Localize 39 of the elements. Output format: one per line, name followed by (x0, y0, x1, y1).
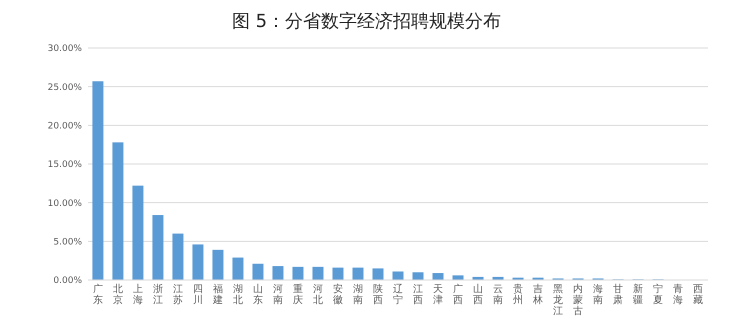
x-tick-label: 四川 (192, 284, 203, 306)
y-tick-label: 0.00% (53, 276, 82, 286)
x-tick-label: 广西 (453, 283, 464, 306)
x-tick-label: 江苏 (172, 283, 183, 306)
y-tick-label: 15.00% (48, 160, 82, 170)
x-tick-label: 陕西 (372, 283, 383, 306)
chart-title: 图 5：分省数字经济招聘规模分布 (232, 11, 502, 32)
x-tick-label: 山西 (473, 283, 484, 306)
x-tick-label: 新疆 (633, 283, 644, 306)
y-tick-label: 30.00% (48, 44, 82, 54)
x-tick-label: 河北 (312, 283, 323, 306)
y-tick-label: 20.00% (48, 121, 82, 132)
x-tick-label: 浙江 (152, 283, 163, 306)
x-tick-label: 福建 (212, 283, 223, 306)
x-tick-label: 云南 (493, 284, 504, 306)
y-tick-label: 5.00% (53, 237, 82, 248)
x-tick-label: 安徽 (332, 283, 343, 306)
x-tick-label: 湖北 (232, 283, 243, 306)
x-tick-label: 湖南 (352, 283, 363, 306)
x-tick-label: 宁夏 (653, 283, 664, 306)
x-tick-label: 青海 (673, 283, 684, 306)
x-tick-label: 上海 (132, 283, 143, 306)
x-tick-label: 海南 (593, 283, 604, 306)
x-tick-label: 江西 (413, 283, 424, 306)
x-tick-label: 辽宁 (393, 283, 403, 306)
y-tick-label: 10.00% (48, 198, 82, 209)
x-tick-label: 北京 (112, 283, 123, 306)
x-tick-label: 广东 (92, 283, 103, 306)
x-tick-label: 黑龙江 (553, 284, 564, 317)
x-tick-label: 河南 (272, 283, 283, 306)
x-tick-label: 天津 (433, 284, 444, 306)
x-tick-label: 内蒙古 (573, 283, 584, 317)
x-tick-label: 西藏 (693, 284, 704, 306)
x-tick-label: 贵州 (513, 283, 524, 306)
x-tick-label: 吉林 (532, 283, 544, 306)
y-tick-label: 25.00% (48, 82, 82, 93)
x-tick-label: 甘肃 (613, 283, 624, 306)
x-tick-label: 重庆 (292, 283, 303, 306)
x-tick-label: 山东 (252, 283, 263, 306)
